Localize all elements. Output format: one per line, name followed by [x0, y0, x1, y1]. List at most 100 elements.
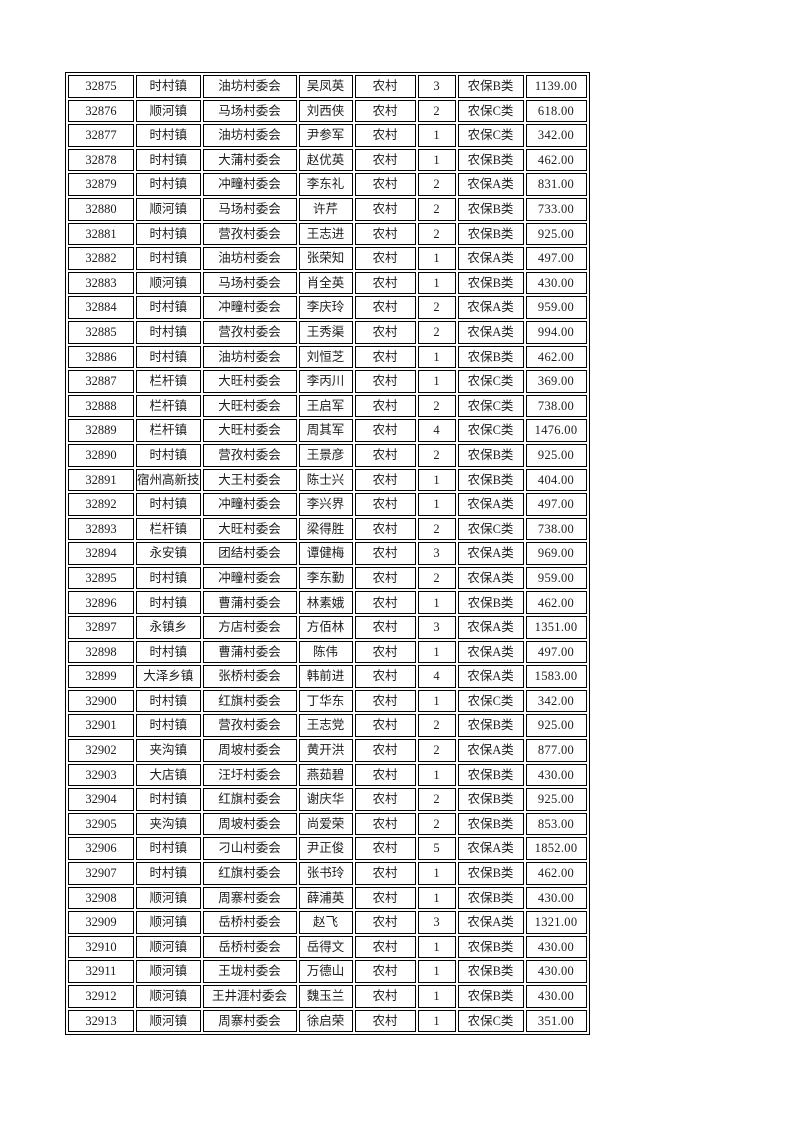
cell-town: 栏杆镇 [136, 370, 201, 393]
cell-village-committee: 王垅村委会 [202, 960, 297, 983]
cell-amount: 497.00 [525, 247, 587, 270]
cell-amount: 925.00 [525, 222, 587, 246]
cell-town: 时村镇 [136, 862, 201, 885]
cell-record-no: 32885 [68, 320, 134, 344]
cell-count: 2 [417, 197, 456, 221]
cell-person-name: 谭健梅 [298, 542, 353, 565]
cell-category: 农村 [354, 124, 416, 147]
cell-count: 1 [417, 886, 456, 910]
cell-category: 农村 [354, 788, 416, 811]
table-row: 32878 时村镇 大蒲村委会 赵优英 农村 1 农保B类 462.00 [68, 148, 587, 172]
cell-amount: 342.00 [525, 689, 587, 713]
cell-town: 夹沟镇 [136, 739, 201, 762]
cell-category: 农村 [354, 394, 416, 418]
cell-record-no: 32884 [68, 296, 134, 319]
cell-count: 4 [417, 665, 456, 688]
cell-amount: 351.00 [525, 1009, 587, 1033]
cell-category: 农村 [354, 271, 416, 295]
cell-insurance-class: 农保A类 [457, 296, 524, 319]
cell-category: 农村 [354, 542, 416, 565]
cell-village-committee: 红旗村委会 [202, 862, 297, 885]
cell-record-no: 32876 [68, 99, 134, 123]
cell-village-committee: 营孜村委会 [202, 714, 297, 738]
cell-amount: 831.00 [525, 173, 587, 196]
cell-category: 农村 [354, 984, 416, 1008]
cell-insurance-class: 农保A类 [457, 616, 524, 639]
cell-category: 农村 [354, 566, 416, 590]
cell-village-committee: 曹蒲村委会 [202, 591, 297, 615]
cell-count: 1 [417, 591, 456, 615]
cell-insurance-class: 农保C类 [457, 517, 524, 541]
cell-person-name: 陈士兴 [298, 468, 353, 492]
cell-record-no: 32894 [68, 542, 134, 565]
cell-insurance-class: 农保B类 [457, 271, 524, 295]
cell-town: 顺河镇 [136, 1009, 201, 1033]
cell-record-no: 32913 [68, 1009, 134, 1033]
cell-category: 农村 [354, 173, 416, 196]
cell-village-committee: 大旺村委会 [202, 419, 297, 442]
cell-amount: 404.00 [525, 468, 587, 492]
cell-village-committee: 王井涯村委会 [202, 984, 297, 1008]
cell-town: 时村镇 [136, 345, 201, 369]
cell-amount: 733.00 [525, 197, 587, 221]
cell-person-name: 燕茹碧 [298, 763, 353, 787]
cell-village-committee: 方店村委会 [202, 616, 297, 639]
cell-record-no: 32896 [68, 591, 134, 615]
cell-person-name: 赵飞 [298, 911, 353, 934]
cell-amount: 430.00 [525, 960, 587, 983]
cell-town: 时村镇 [136, 296, 201, 319]
cell-amount: 430.00 [525, 763, 587, 787]
cell-village-committee: 马场村委会 [202, 271, 297, 295]
table-row: 32894 永安镇 团结村委会 谭健梅 农村 3 农保A类 969.00 [68, 542, 587, 565]
cell-count: 1 [417, 370, 456, 393]
cell-person-name: 李丙川 [298, 370, 353, 393]
cell-town: 宿州高新技 [136, 468, 201, 492]
cell-count: 2 [417, 788, 456, 811]
cell-person-name: 尹正俊 [298, 837, 353, 860]
cell-category: 农村 [354, 739, 416, 762]
cell-insurance-class: 农保C类 [457, 394, 524, 418]
cell-insurance-class: 农保B类 [457, 812, 524, 836]
table-row: 32883 顺河镇 马场村委会 肖全英 农村 1 农保B类 430.00 [68, 271, 587, 295]
cell-count: 2 [417, 812, 456, 836]
cell-insurance-class: 农保B类 [457, 788, 524, 811]
cell-category: 农村 [354, 99, 416, 123]
cell-village-committee: 冲疃村委会 [202, 493, 297, 516]
cell-village-committee: 冲疃村委会 [202, 296, 297, 319]
table-row: 32888 栏杆镇 大旺村委会 王启军 农村 2 农保C类 738.00 [68, 394, 587, 418]
cell-person-name: 王志进 [298, 222, 353, 246]
cell-insurance-class: 农保C类 [457, 370, 524, 393]
cell-amount: 969.00 [525, 542, 587, 565]
table-row: 32898 时村镇 曹蒲村委会 陈伟 农村 1 农保A类 497.00 [68, 640, 587, 664]
cell-record-no: 32886 [68, 345, 134, 369]
table-row: 32884 时村镇 冲疃村委会 李庆玲 农村 2 农保A类 959.00 [68, 296, 587, 319]
cell-person-name: 魏玉兰 [298, 984, 353, 1008]
cell-insurance-class: 农保A类 [457, 640, 524, 664]
cell-count: 1 [417, 468, 456, 492]
cell-record-no: 32881 [68, 222, 134, 246]
table-row: 32904 时村镇 红旗村委会 谢庆华 农村 2 农保B类 925.00 [68, 788, 587, 811]
cell-town: 时村镇 [136, 591, 201, 615]
cell-count: 2 [417, 394, 456, 418]
cell-amount: 462.00 [525, 591, 587, 615]
cell-category: 农村 [354, 296, 416, 319]
table-row: 32877 时村镇 油坊村委会 尹参军 农村 1 农保C类 342.00 [68, 124, 587, 147]
cell-category: 农村 [354, 665, 416, 688]
cell-town: 永安镇 [136, 542, 201, 565]
cell-amount: 462.00 [525, 345, 587, 369]
cell-category: 农村 [354, 935, 416, 959]
cell-insurance-class: 农保B类 [457, 862, 524, 885]
table-row: 32907 时村镇 红旗村委会 张书玲 农村 1 农保B类 462.00 [68, 862, 587, 885]
table-row: 32900 时村镇 红旗村委会 丁华东 农村 1 农保C类 342.00 [68, 689, 587, 713]
cell-count: 3 [417, 911, 456, 934]
cell-town: 时村镇 [136, 689, 201, 713]
cell-insurance-class: 农保C类 [457, 1009, 524, 1033]
cell-village-committee: 大蒲村委会 [202, 148, 297, 172]
cell-insurance-class: 农保B类 [457, 443, 524, 467]
cell-village-committee: 营孜村委会 [202, 222, 297, 246]
cell-amount: 1321.00 [525, 911, 587, 934]
cell-village-committee: 油坊村委会 [202, 75, 297, 98]
cell-village-committee: 刁山村委会 [202, 837, 297, 860]
cell-village-committee: 冲疃村委会 [202, 566, 297, 590]
cell-amount: 497.00 [525, 640, 587, 664]
